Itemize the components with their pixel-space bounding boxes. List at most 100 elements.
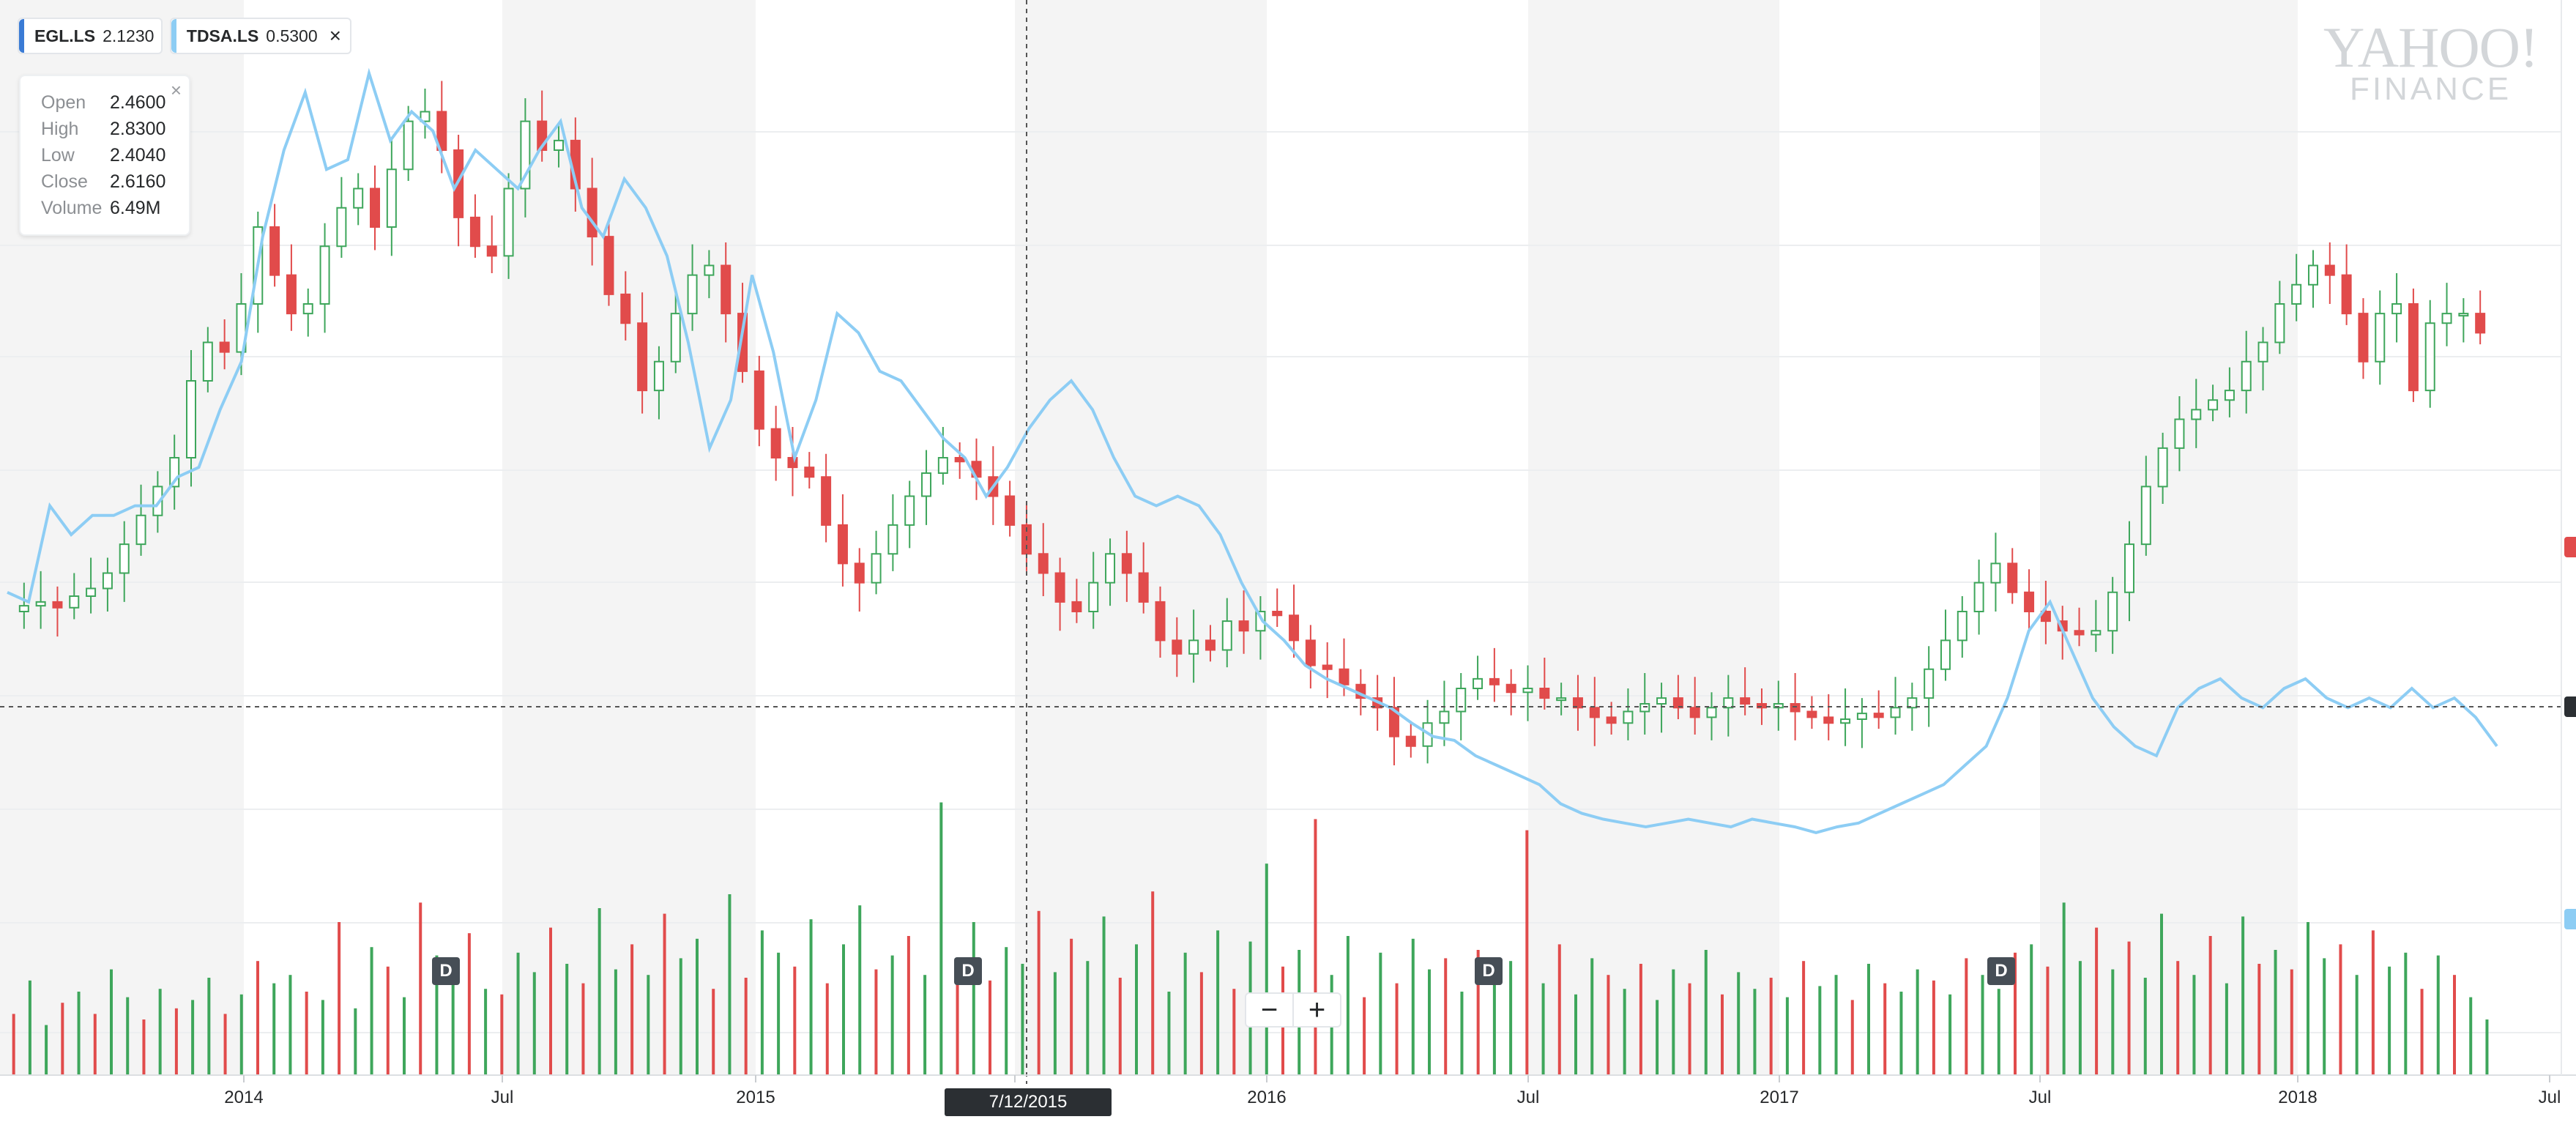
candle-body: [2208, 399, 2219, 411]
candlestick: [420, 89, 431, 139]
volume-bar: [2420, 989, 2424, 1075]
crosshair-date-label: 7/12/2015: [945, 1088, 1112, 1116]
close-row: Close 2.6160: [41, 171, 165, 193]
volume-bar: [93, 1014, 97, 1075]
candle-body: [804, 467, 815, 478]
candle-body: [35, 601, 46, 607]
volume-bar: [1232, 989, 1236, 1075]
candle-body: [2408, 303, 2419, 392]
candle-body: [1806, 710, 1817, 718]
candlestick: [119, 521, 130, 602]
candlestick: [1740, 667, 1751, 716]
candle-body: [1572, 697, 1583, 709]
candlestick: [1305, 625, 1316, 688]
candle-body: [370, 187, 381, 228]
candlestick: [1840, 688, 1851, 746]
volume-bar: [549, 927, 552, 1075]
candle-body: [721, 264, 732, 315]
candle-body: [704, 264, 715, 276]
candle-body: [670, 313, 681, 363]
remove-comparison-icon[interactable]: ×: [329, 24, 341, 47]
candlestick: [1071, 579, 1082, 623]
volume-bar: [2014, 952, 2017, 1075]
open-label: Open: [41, 92, 86, 113]
candle-body: [1405, 735, 1416, 747]
candlestick: [469, 194, 480, 258]
volume-bar: [77, 992, 81, 1075]
candle-body: [821, 476, 832, 526]
egl-legend-tag[interactable]: EGL.LS 2.1230: [18, 18, 163, 54]
candlestick: [503, 173, 514, 279]
tdsa-legend-tag[interactable]: TDSA.LS 0.5300 ×: [170, 18, 351, 54]
candlestick: [1539, 658, 1550, 710]
candle-body: [2123, 543, 2134, 593]
candlestick: [2307, 250, 2318, 308]
candlestick: [1489, 647, 1500, 702]
period-band: [1015, 0, 1267, 1075]
zoom-out-button[interactable]: −: [1260, 993, 1278, 1026]
candle-body: [587, 187, 598, 238]
volume-bar: [2160, 913, 2163, 1075]
candle-body: [1088, 582, 1099, 612]
volume-bar: [2111, 969, 2115, 1075]
candlestick: [721, 242, 732, 343]
volume-bar: [467, 933, 471, 1075]
x-tick-label: Jul: [2029, 1088, 2052, 1107]
candle-body: [2375, 313, 2386, 363]
volume-bar: [1721, 994, 1724, 1075]
dividend-marker[interactable]: D: [1987, 957, 2015, 985]
high-row: High 2.8300: [41, 119, 165, 140]
volume-bar: [142, 1019, 146, 1075]
dividend-marker[interactable]: D: [1475, 957, 1503, 985]
candlestick: [2007, 548, 2018, 604]
x-tick-label: Jul: [491, 1088, 514, 1107]
volume-bar: [647, 975, 650, 1075]
volume-bar: [1916, 969, 1919, 1075]
candlestick: [2324, 242, 2335, 304]
high-label: High: [41, 119, 79, 139]
candle-body: [770, 428, 781, 458]
volume-bar: [614, 969, 617, 1075]
volume-bar: [1037, 910, 1041, 1075]
candlestick: [286, 244, 297, 331]
candlestick: [1473, 655, 1484, 700]
tdsa-comparison-line: [7, 67, 2498, 834]
egl-color-swatch: [19, 19, 24, 53]
candle-body: [135, 514, 146, 546]
candle-body: [1856, 713, 1867, 720]
candle-body: [269, 226, 280, 276]
volume-bar: [500, 994, 504, 1075]
volume-bar: [1492, 975, 1496, 1075]
candle-body: [2291, 283, 2302, 305]
volume-bar: [1932, 980, 1935, 1075]
candlestick: [86, 557, 97, 614]
volume-bar: [2339, 944, 2342, 1075]
volume-bar: [858, 905, 862, 1075]
candlestick: [1890, 677, 1901, 735]
volume-bar: [1525, 830, 1529, 1075]
candlestick: [319, 223, 330, 333]
dividend-marker[interactable]: D: [954, 957, 982, 985]
volume-bar: [923, 975, 927, 1075]
volume-bar: [989, 980, 991, 1075]
zoom-in-button[interactable]: +: [1292, 994, 1340, 1026]
dividend-marker[interactable]: D: [432, 957, 460, 985]
candle-body: [637, 322, 648, 392]
volume-bar: [2192, 975, 2196, 1075]
candle-body: [18, 605, 29, 612]
candle-body: [737, 313, 748, 372]
volume-bar: [61, 1003, 64, 1075]
volume-bar: [2062, 902, 2066, 1075]
volume-bar: [696, 938, 699, 1075]
volume-bar: [451, 978, 455, 1075]
volume-bar: [2388, 966, 2391, 1075]
period-band: [502, 0, 756, 1075]
close-tooltip-icon[interactable]: ×: [170, 79, 182, 101]
candlestick: [1639, 673, 1650, 735]
candle-body: [1121, 553, 1132, 574]
volume-bar: [1070, 938, 1073, 1075]
volume-bar: [1883, 983, 1887, 1075]
candle-body: [2475, 313, 2486, 334]
candle-body: [871, 553, 882, 584]
